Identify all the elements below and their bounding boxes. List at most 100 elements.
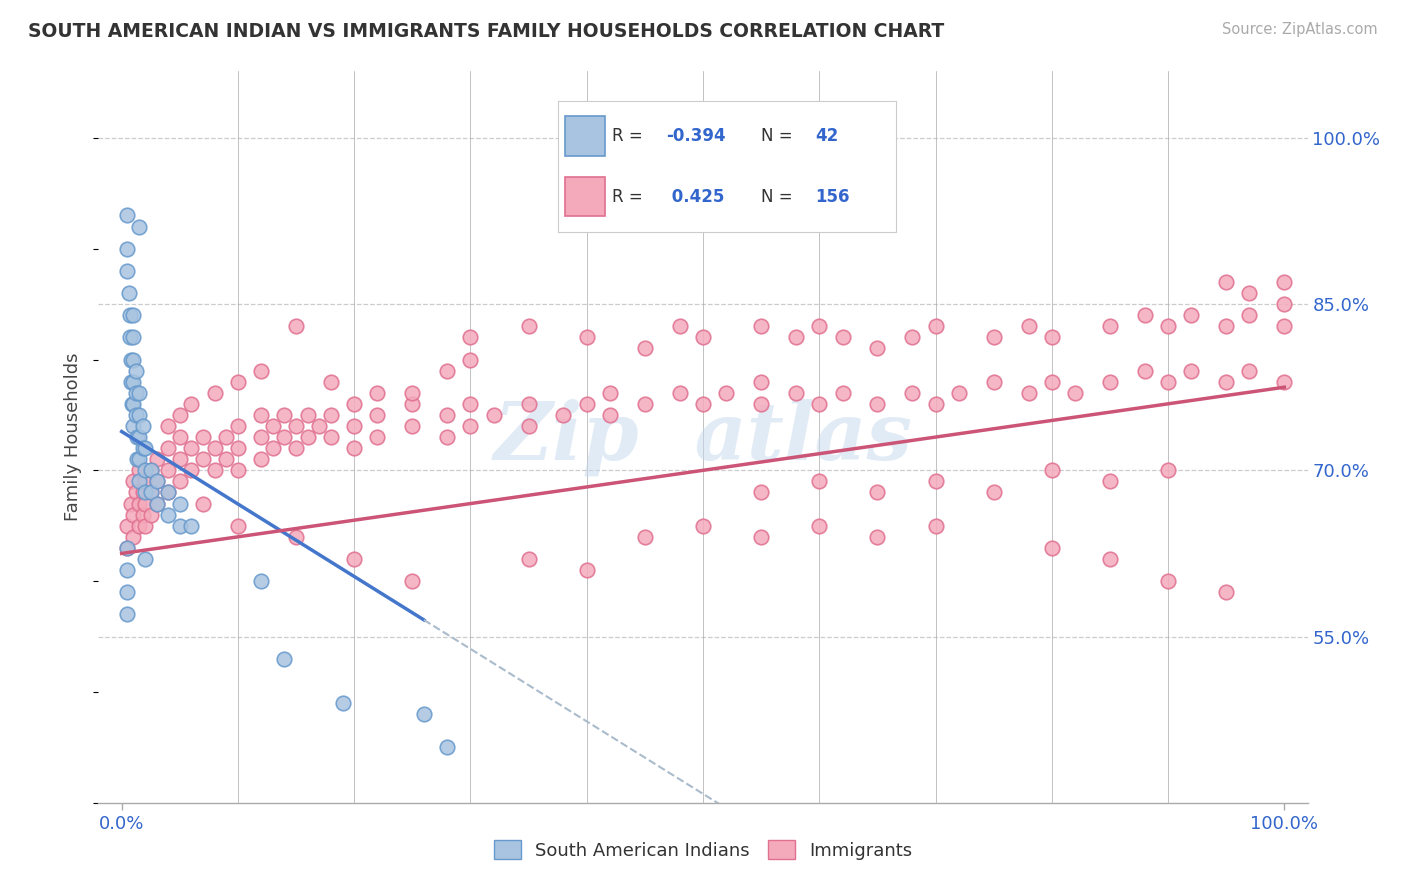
Point xyxy=(262,441,284,455)
Point xyxy=(120,497,142,511)
Point xyxy=(924,475,946,489)
Point xyxy=(124,485,146,500)
Point xyxy=(169,475,191,489)
Point xyxy=(924,319,946,334)
Point xyxy=(122,508,145,522)
Point xyxy=(250,452,273,467)
Point xyxy=(413,707,436,722)
Point xyxy=(1040,463,1063,477)
Point xyxy=(436,430,458,444)
Point xyxy=(120,375,142,389)
Point xyxy=(692,397,714,411)
Point xyxy=(749,375,772,389)
Point xyxy=(145,475,167,489)
Point xyxy=(517,419,540,434)
Point xyxy=(118,285,141,300)
Point xyxy=(1133,308,1156,322)
Point xyxy=(122,419,145,434)
Point xyxy=(250,574,273,589)
Point xyxy=(204,441,226,455)
Point xyxy=(226,441,249,455)
Point xyxy=(122,475,145,489)
Point xyxy=(226,518,249,533)
Point xyxy=(460,330,482,344)
Point xyxy=(460,419,482,434)
Point xyxy=(215,430,238,444)
Point xyxy=(122,330,145,344)
Point xyxy=(1239,363,1261,377)
Point xyxy=(262,419,284,434)
Point xyxy=(226,375,249,389)
Point xyxy=(117,541,139,555)
Point xyxy=(948,385,970,400)
Point xyxy=(180,397,202,411)
Point xyxy=(180,518,202,533)
Point xyxy=(692,518,714,533)
Point xyxy=(319,408,342,422)
Point xyxy=(124,408,146,422)
Point xyxy=(308,419,330,434)
Point xyxy=(128,408,150,422)
Point xyxy=(983,485,1005,500)
Point xyxy=(157,508,180,522)
Point xyxy=(117,264,139,278)
Point xyxy=(131,508,153,522)
Point xyxy=(401,385,423,400)
Point xyxy=(866,342,889,356)
Point xyxy=(120,352,142,367)
Point xyxy=(297,430,319,444)
Point xyxy=(157,485,180,500)
Point xyxy=(668,385,690,400)
Point xyxy=(226,463,249,477)
Point xyxy=(1064,385,1087,400)
Point xyxy=(117,209,139,223)
Point xyxy=(983,330,1005,344)
Point xyxy=(517,319,540,334)
Point xyxy=(1272,319,1295,334)
Point xyxy=(226,419,249,434)
Point xyxy=(139,508,162,522)
Point xyxy=(1180,308,1202,322)
Point xyxy=(169,497,191,511)
Point xyxy=(924,518,946,533)
Point xyxy=(517,552,540,566)
Point xyxy=(204,385,226,400)
Point xyxy=(785,385,807,400)
Point xyxy=(273,651,295,665)
Point xyxy=(250,408,273,422)
Point xyxy=(285,530,308,544)
Point xyxy=(831,330,853,344)
Point xyxy=(866,530,889,544)
Point xyxy=(808,475,831,489)
Point xyxy=(297,408,319,422)
Point xyxy=(134,463,156,477)
Point xyxy=(128,430,150,444)
Point xyxy=(145,475,167,489)
Point xyxy=(749,485,772,500)
Point xyxy=(157,463,180,477)
Point xyxy=(401,574,423,589)
Point xyxy=(128,497,150,511)
Point xyxy=(401,419,423,434)
Point xyxy=(117,518,139,533)
Point xyxy=(575,563,598,577)
Point xyxy=(145,497,167,511)
Point xyxy=(134,441,156,455)
Point xyxy=(273,408,295,422)
Point xyxy=(139,485,162,500)
Point xyxy=(215,452,238,467)
Point xyxy=(134,485,156,500)
Point xyxy=(157,485,180,500)
Point xyxy=(866,485,889,500)
Point xyxy=(1215,375,1237,389)
Point xyxy=(191,497,214,511)
Point xyxy=(332,696,354,710)
Point xyxy=(343,441,366,455)
Point xyxy=(250,363,273,377)
Point xyxy=(436,363,458,377)
Point xyxy=(139,463,162,477)
Point xyxy=(1157,574,1180,589)
Point xyxy=(482,408,505,422)
Point xyxy=(436,408,458,422)
Point xyxy=(131,485,153,500)
